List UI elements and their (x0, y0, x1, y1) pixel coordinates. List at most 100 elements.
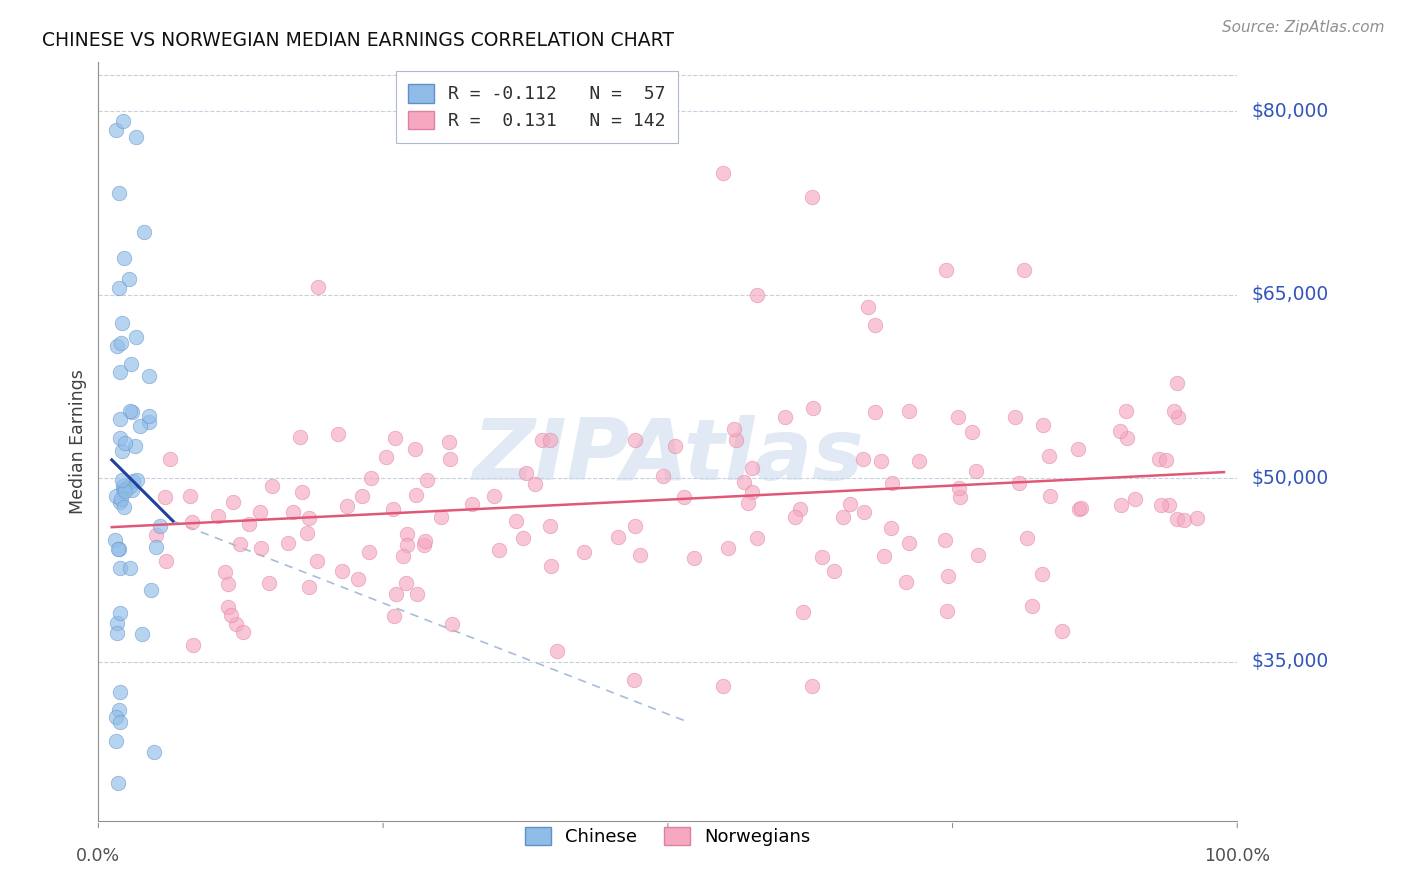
Point (1012, 263, 1035, 277)
Point (623, 673, 645, 687)
Point (437, 434, 460, 449)
Point (124, 439, 146, 453)
Point (1166, 376, 1188, 391)
Point (404, 442, 426, 456)
Point (870, 454, 893, 468)
Text: 0.0%: 0.0% (76, 847, 121, 865)
Point (181, 515, 204, 529)
Point (145, 540, 167, 554)
Point (1050, 624, 1073, 638)
Point (214, 566, 236, 580)
Point (155, 490, 177, 504)
Point (297, 526, 319, 541)
Point (249, 505, 271, 519)
Point (741, 484, 763, 499)
Point (406, 586, 429, 600)
Point (108, 431, 131, 445)
Point (607, 529, 630, 543)
Point (112, 251, 135, 265)
Point (949, 490, 972, 504)
Point (948, 482, 970, 496)
Point (540, 558, 562, 573)
Point (416, 473, 439, 487)
Text: $50,000: $50,000 (1251, 468, 1329, 488)
Point (733, 475, 755, 489)
Point (488, 543, 510, 558)
Point (683, 550, 706, 565)
Point (330, 564, 353, 578)
Point (628, 548, 651, 562)
Point (118, 272, 141, 286)
Point (801, 679, 824, 693)
Point (131, 627, 153, 641)
Point (801, 401, 824, 415)
Point (229, 537, 252, 551)
Point (121, 483, 143, 497)
Point (181, 638, 204, 652)
Point (104, 710, 127, 724)
Point (505, 514, 527, 528)
Point (217, 577, 239, 591)
Point (108, 495, 131, 509)
Point (307, 280, 329, 294)
Point (145, 528, 167, 542)
Point (108, 542, 131, 557)
Point (104, 123, 127, 137)
Point (120, 357, 142, 371)
Point (326, 427, 349, 442)
Point (221, 608, 243, 623)
Point (111, 483, 134, 497)
Point (281, 505, 304, 519)
Text: Source: ZipAtlas.com: Source: ZipAtlas.com (1222, 20, 1385, 35)
Text: CHINESE VS NORWEGIAN MEDIAN EARNINGS CORRELATION CHART: CHINESE VS NORWEGIAN MEDIAN EARNINGS COR… (42, 31, 675, 50)
Point (1032, 418, 1054, 433)
Point (1159, 498, 1181, 512)
Point (737, 495, 759, 509)
Point (395, 576, 418, 591)
Point (114, 484, 136, 499)
Point (111, 443, 134, 458)
Point (1147, 452, 1170, 467)
Point (856, 300, 879, 314)
Point (108, 561, 131, 575)
Point (908, 454, 931, 468)
Point (775, 409, 797, 424)
Legend: Chinese, Norwegians: Chinese, Norwegians (519, 820, 817, 854)
Point (523, 477, 546, 491)
Point (823, 564, 845, 578)
Point (936, 569, 959, 583)
Point (1115, 403, 1137, 417)
Point (880, 520, 903, 534)
Point (112, 479, 135, 493)
Point (149, 519, 172, 533)
Point (114, 436, 136, 450)
Point (538, 433, 561, 447)
Point (460, 497, 482, 511)
Point (962, 425, 984, 439)
Point (1173, 513, 1195, 527)
Point (225, 616, 247, 631)
Point (105, 734, 128, 748)
Point (1163, 403, 1185, 417)
Point (260, 479, 283, 493)
Point (141, 583, 163, 598)
Point (396, 538, 419, 552)
Point (792, 605, 814, 619)
Point (120, 561, 142, 575)
Point (482, 490, 505, 504)
Point (1039, 489, 1062, 503)
Point (107, 186, 129, 200)
Point (1123, 492, 1146, 507)
Point (713, 679, 735, 693)
Point (896, 574, 918, 589)
Point (110, 335, 132, 350)
Point (1115, 431, 1137, 445)
Point (1109, 424, 1132, 438)
Point (967, 548, 990, 562)
Point (1166, 512, 1188, 526)
Point (179, 489, 201, 503)
Point (897, 535, 920, 549)
Point (396, 527, 419, 541)
Point (882, 475, 904, 490)
Point (852, 451, 875, 466)
